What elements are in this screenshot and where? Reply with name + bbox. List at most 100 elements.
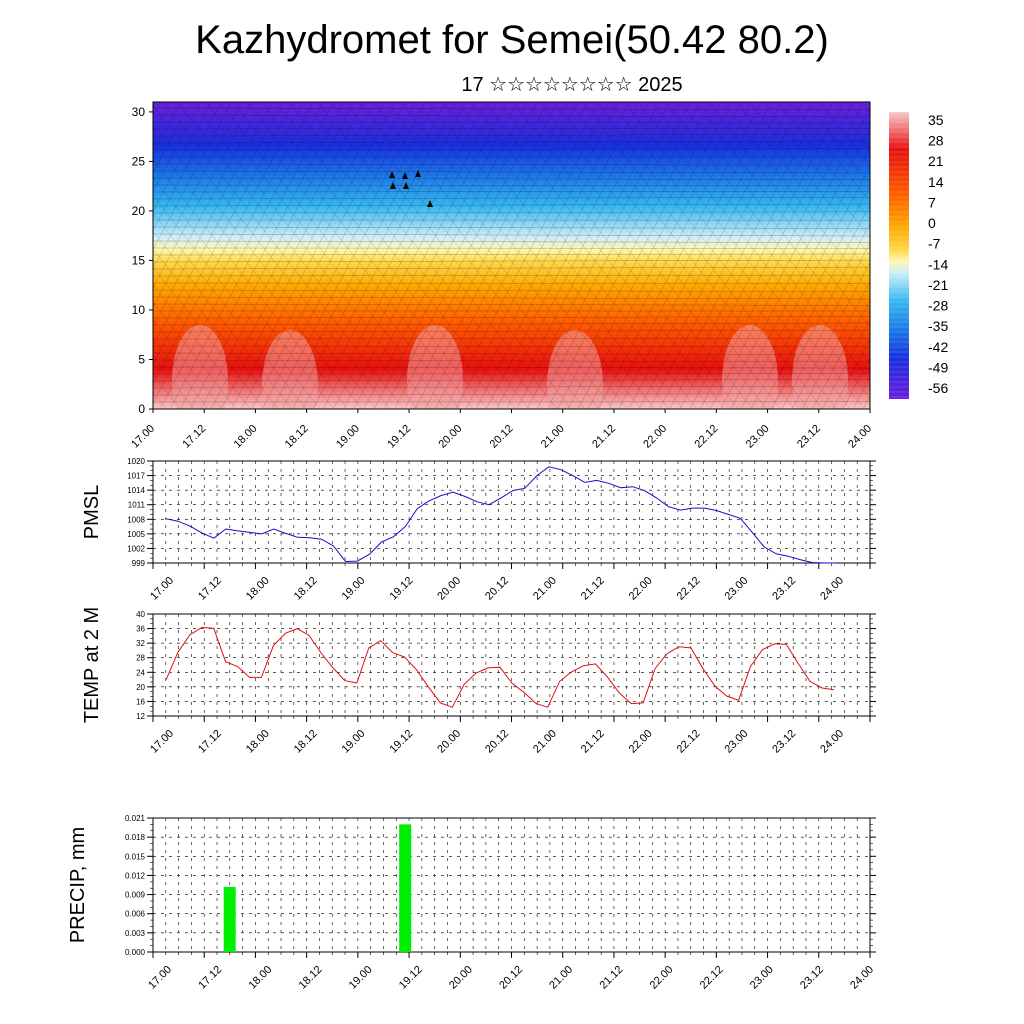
x-tick-label: 18.00 xyxy=(244,575,272,603)
colorbar-label: -28 xyxy=(928,298,948,314)
isotherm-line xyxy=(153,359,870,363)
isotherm-line xyxy=(153,330,870,333)
wind-flag-mark xyxy=(427,200,433,207)
x-tick-label: 20.00 xyxy=(435,728,463,756)
x-tick-label: 17.12 xyxy=(196,964,224,992)
colorbar-label: -14 xyxy=(928,256,948,272)
y-tick-label: 5 xyxy=(138,352,145,366)
temp-2m-panel: 40 36 32 28 24 20 16 12 TEMP at 2 M 17.00 17.12 18.… xyxy=(81,607,876,756)
colorbar-label: -49 xyxy=(928,359,948,375)
isotherm-line xyxy=(153,107,870,111)
y-tick-label: 1005 xyxy=(127,530,145,539)
x-tick-label: 18.12 xyxy=(292,575,320,603)
y-tick-label: 30 xyxy=(132,105,146,119)
chart-subtitle: 17 ☆☆☆☆☆☆☆☆ 2025 xyxy=(461,74,683,96)
y-tick-label: 40 xyxy=(136,610,145,619)
x-tick-label: 17.12 xyxy=(196,575,224,603)
isotherm-line xyxy=(153,121,870,124)
y-tick-label: 10 xyxy=(132,303,146,317)
x-tick-label: 24.00 xyxy=(818,575,846,603)
colorbar-label: -42 xyxy=(928,339,948,355)
x-tick-label: 22.00 xyxy=(648,964,676,992)
isotherm-line xyxy=(153,163,870,166)
x-tick-label: 24.00 xyxy=(818,728,846,756)
isotherm-line xyxy=(153,184,870,186)
x-tick-label: 23.12 xyxy=(770,728,798,756)
x-tick-label: 17.00 xyxy=(146,964,174,992)
x-tick-label: 22.12 xyxy=(675,728,703,756)
temperature-cross-section: 0 5 10 15 20 25 30 17.00 17.12 18.00 18.12 19.00 19.… xyxy=(129,101,948,451)
x-tick-label: 24.00 xyxy=(846,423,874,451)
y-axis-label: PMSL xyxy=(81,485,103,539)
x-tick-label: 23.00 xyxy=(722,728,750,756)
x-tick-label: 23.12 xyxy=(770,575,798,603)
x-tick-label: 23.00 xyxy=(748,964,776,992)
y-tick-label: 0.021 xyxy=(125,814,146,823)
isotherm-line xyxy=(153,259,870,263)
x-tick-label: 18.12 xyxy=(292,728,320,756)
y-tick-label: 36 xyxy=(136,625,145,634)
isotherm-line xyxy=(153,316,870,319)
x-tick-label: 19.12 xyxy=(385,423,413,451)
x-tick-label: 18.00 xyxy=(246,964,274,992)
x-tick-label: 21.00 xyxy=(539,423,567,451)
y-tick-label: 28 xyxy=(136,654,145,663)
x-tick-label: 17.00 xyxy=(148,728,176,756)
isotherm-line xyxy=(153,352,870,355)
isotherm-line xyxy=(153,211,870,214)
x-tick-label: 20.12 xyxy=(488,423,516,451)
x-tick-label: 22.00 xyxy=(627,575,655,603)
x-tick-label: 22.12 xyxy=(693,423,721,451)
wind-barbs-texture xyxy=(153,102,870,409)
isotherm-line xyxy=(153,240,870,243)
y-tick-label: 1008 xyxy=(127,515,145,524)
x-tick-label: 21.00 xyxy=(531,575,559,603)
colorbar-label: -35 xyxy=(928,318,948,334)
x-tick-label: 23.12 xyxy=(795,423,823,451)
colorbar-label: 14 xyxy=(928,174,944,190)
y-tick-label: 1017 xyxy=(127,472,145,481)
precip-panel: 0.021 0.018 0.015 0.012 0.009 0.006 0.003 0.000… xyxy=(67,814,876,992)
isotherm-line xyxy=(153,393,870,396)
isotherm-line xyxy=(153,303,870,306)
x-tick-label: 17.00 xyxy=(148,575,176,603)
y-tick-label: 20 xyxy=(136,683,145,692)
colorbar-label: 7 xyxy=(928,194,936,210)
isotherm-line xyxy=(153,274,870,277)
x-tick-label: 20.00 xyxy=(436,423,464,451)
x-tick-label: 21.12 xyxy=(590,423,618,451)
x-tick-label: 23.00 xyxy=(722,575,750,603)
isotherm-line xyxy=(153,114,870,118)
isotherm-line xyxy=(153,197,870,200)
x-tick-label: 23.12 xyxy=(798,964,826,992)
x-tick-label: 19.12 xyxy=(387,575,415,603)
x-tick-label: 22.00 xyxy=(627,728,655,756)
colorbar-label: 28 xyxy=(928,133,944,149)
y-tick-label: 0.000 xyxy=(125,948,146,957)
y-tick-label: 24 xyxy=(136,668,145,677)
colorbar-label: 35 xyxy=(928,112,944,128)
chart-title: Kazhydromet for Semei(50.42 80.2) xyxy=(195,18,829,62)
y-tick-label: 12 xyxy=(136,712,145,721)
y-tick-label: 999 xyxy=(132,559,146,568)
colorbar-label: -7 xyxy=(928,236,941,252)
x-tick-label: 19.00 xyxy=(340,575,368,603)
y-tick-label: 16 xyxy=(136,697,145,706)
y-axis-label: PRECIP, mm xyxy=(67,827,89,943)
isotherm-line xyxy=(153,253,870,256)
x-tick-label: 17.00 xyxy=(129,423,157,451)
x-tick-label: 19.00 xyxy=(347,964,375,992)
wind-flag-mark xyxy=(402,172,408,179)
isotherm-line xyxy=(153,289,870,292)
x-tick-label: 22.12 xyxy=(698,964,726,992)
y-tick-label: 0.015 xyxy=(125,852,146,861)
precip-bar xyxy=(223,886,236,952)
y-tick-label: 0.018 xyxy=(125,833,146,842)
y-tick-label: 15 xyxy=(132,253,146,267)
isotherm-line xyxy=(153,170,870,174)
colorbar-label: -21 xyxy=(928,277,948,293)
x-tick-label: 21.00 xyxy=(547,964,575,992)
colorbar-label: -56 xyxy=(928,380,948,396)
isotherm-line xyxy=(153,345,870,347)
x-tick-label: 20.12 xyxy=(497,964,525,992)
